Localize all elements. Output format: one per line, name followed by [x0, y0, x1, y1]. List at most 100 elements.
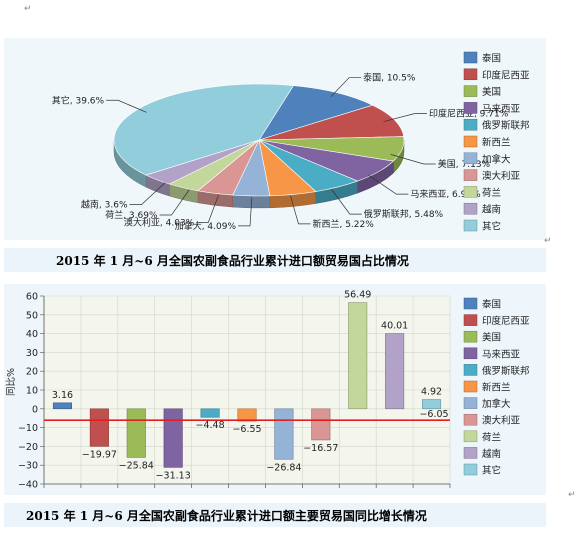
bar-legend-label-1: 印度尼西亚: [482, 315, 530, 327]
pie-chart: 泰国, 10.5%印度尼西亚, 9.71%美国, 7.13%马来西亚, 6.95…: [52, 51, 530, 233]
y-tick-label: −40: [18, 480, 38, 491]
bar-chart-title: 2015 年 1 月~6 月全国农副食品行业累计进口额主要贸易国同比增长情况: [26, 509, 427, 523]
bar-legend-swatch-3: [463, 347, 478, 360]
bar-legend-label-0: 泰国: [482, 299, 501, 311]
pie-legend-swatch-2: [463, 85, 478, 97]
bar-value-label-9: 40.01: [381, 321, 408, 332]
bar-value-label-1: −19.97: [82, 449, 117, 460]
bar-value-label-8: 56.49: [344, 290, 371, 301]
pie-data-label-9: 越南, 3.6%: [81, 199, 128, 211]
bar-chart-panel: −40 −30 −20 −10 0 10 20 30 40 50 60 同比% 3.16 −19.97 −2…: [4, 284, 546, 495]
y-tick-label: 50: [26, 310, 38, 321]
reference-line-label: −6.05: [419, 409, 448, 420]
bar-legend-label-2: 美国: [482, 332, 501, 344]
bar-legend-swatch-8: [463, 430, 478, 443]
bar-2: [126, 408, 146, 458]
pie-slice-10: [113, 83, 294, 176]
bar-legend-label-10: 其它: [482, 465, 501, 477]
pie-legend-label-7: 澳大利亚: [482, 170, 521, 182]
pie-data-label-8: 荷兰, 3.69%: [105, 209, 158, 221]
bar-legend-swatch-1: [463, 314, 478, 326]
bar-3: [163, 408, 183, 468]
pie-legend-swatch-7: [463, 169, 478, 181]
y-tick-label: −10: [18, 423, 38, 434]
pie-leader-2: [390, 154, 436, 165]
bar-value-label-5: −6.55: [232, 424, 261, 435]
y-tick-label: 60: [26, 292, 38, 303]
pie-legend-swatch-9: [463, 202, 478, 215]
bar-legend-label-7: 澳大利亚: [482, 415, 521, 427]
bar-value-label-7: −16.57: [303, 443, 338, 454]
pie-leader-4: [331, 189, 362, 215]
bar-value-label-0: 3.16: [52, 390, 73, 401]
bar-legend-label-5: 新西兰: [482, 382, 511, 394]
pie-legend-label-1: 印度尼西亚: [482, 69, 530, 81]
pie-leader-0: [330, 77, 362, 97]
pie-leader-6: [238, 197, 253, 227]
y-tick-label: 20: [26, 367, 38, 378]
pie-legend-swatch-6: [463, 152, 478, 165]
pie-leader-3: [368, 175, 409, 195]
bar-legend-label-8: 荷兰: [482, 431, 501, 443]
paragraph-mark: ↵: [544, 236, 552, 246]
pie-chart-title: 2015 年 1 月~6 月全国农副食品行业累计进口额贸易国占比情况: [56, 254, 409, 268]
pie-legend-swatch-1: [463, 68, 478, 81]
bar-legend-swatch-7: [463, 413, 478, 426]
pie-legend-swatch-5: [463, 135, 478, 148]
pie-leader-7: [196, 194, 219, 223]
bar-5: [237, 408, 257, 422]
pie-legend-label-6: 加拿大: [482, 153, 511, 165]
bar-9: [385, 333, 405, 410]
pie-legend-swatch-8: [463, 186, 478, 198]
pie-legend-label-9: 越南: [482, 204, 501, 216]
bar-0: [52, 402, 72, 410]
y-tick-label: −20: [18, 442, 38, 453]
y-tick-label: 0: [32, 404, 38, 415]
bar-caption-strip: 2015 年 1 月~6 月全国农副食品行业累计进口额主要贸易国同比增长情况: [4, 503, 546, 527]
pie-legend-label-4: 俄罗斯联邦: [482, 120, 530, 132]
bar-legend-swatch-9: [463, 447, 478, 459]
bar-1: [89, 408, 109, 447]
pie-leader-5: [290, 195, 311, 225]
paragraph-mark: ↵: [24, 4, 32, 14]
y-tick-label: 10: [26, 386, 38, 397]
pie-data-label-0: 泰国, 10.5%: [363, 72, 416, 84]
pie-legend-swatch-3: [463, 102, 478, 114]
bar-legend-swatch-5: [463, 380, 478, 393]
paragraph-mark: ↵: [568, 490, 576, 500]
pie-data-label-7: 澳大利亚, 4.03%: [124, 216, 195, 228]
bar-6: [274, 408, 294, 460]
bar-legend-label-3: 马来西亚: [482, 349, 521, 360]
bar-legend-swatch-6: [463, 397, 478, 409]
bar-legend-swatch-10: [463, 463, 478, 476]
pie-legend-label-10: 其它: [482, 221, 501, 233]
bar-value-label-2: −25.84: [119, 460, 154, 471]
bar-value-label-3: −31.13: [156, 470, 191, 481]
pie-data-label-5: 新西兰, 5.22%: [312, 218, 374, 230]
bar-7: [311, 408, 331, 441]
pie-legend-swatch-4: [463, 118, 478, 131]
bar-legend-swatch-0: [463, 297, 478, 310]
pie-data-label-6: 加拿大, 4.09%: [175, 220, 237, 232]
bar-value-label-4: −4.48: [196, 420, 225, 431]
bar-8: [348, 302, 368, 410]
pie-leader-10: [106, 99, 147, 113]
bar-4: [200, 408, 220, 418]
y-tick-label: −30: [18, 461, 38, 472]
bar-legend-label-9: 越南: [482, 448, 501, 460]
pie-caption-strip: 2015 年 1 月~6 月全国农副食品行业累计进口额贸易国占比情况: [4, 248, 546, 272]
pie-leader-1: [383, 113, 427, 122]
pie-legend-label-5: 新西兰: [482, 137, 511, 149]
bar-legend-label-4: 俄罗斯联邦: [482, 365, 530, 377]
pie-chart-panel: 泰国, 10.5% 印度尼西亚, 9.71% 美国, 7.13% 马来西亚, 6.95…: [4, 38, 546, 240]
pie-legend-swatch-10: [463, 219, 478, 232]
bar-legend-label-6: 加拿大: [482, 398, 511, 410]
bar-value-label-6: −26.84: [266, 462, 301, 473]
pie-legend-label-8: 荷兰: [482, 187, 501, 199]
pie-data-label-10: 其它, 39.6%: [52, 94, 105, 106]
pie-slice-1: [258, 104, 405, 141]
pie-legend-swatch-0: [463, 51, 478, 64]
bar-value-label-10: 4.92: [421, 387, 442, 398]
